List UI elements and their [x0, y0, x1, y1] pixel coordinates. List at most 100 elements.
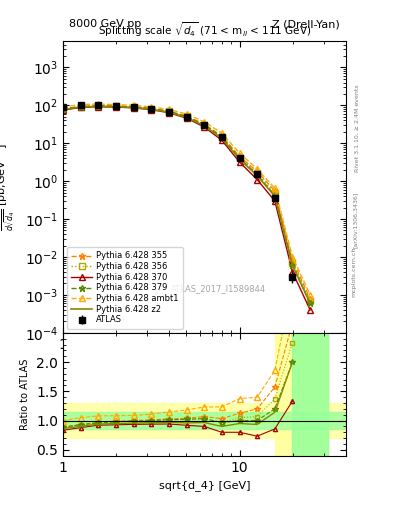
Pythia 6.428 356: [61, 106, 65, 112]
Pythia 6.428 379: [78, 103, 83, 110]
Pythia 6.428 355: [131, 103, 136, 110]
Pythia 6.428 355: [272, 188, 277, 194]
Pythia 6.428 355: [114, 103, 118, 109]
Pythia 6.428 z2: [149, 106, 154, 112]
Pythia 6.428 379: [290, 262, 295, 268]
Y-axis label: Ratio to ATLAS: Ratio to ATLAS: [20, 358, 31, 430]
Pythia 6.428 370: [237, 159, 242, 165]
Pythia 6.428 ambt1: [131, 102, 136, 109]
Pythia 6.428 379: [96, 103, 101, 109]
Pythia 6.428 z2: [255, 173, 259, 179]
Pythia 6.428 ambt1: [290, 254, 295, 260]
Pythia 6.428 ambt1: [272, 185, 277, 191]
Pythia 6.428 379: [149, 105, 154, 112]
Pythia 6.428 370: [219, 137, 224, 143]
Pythia 6.428 379: [219, 134, 224, 140]
Pythia 6.428 355: [61, 106, 65, 112]
Pythia 6.428 z2: [290, 262, 295, 268]
Pythia 6.428 355: [202, 121, 207, 127]
Pythia 6.428 z2: [237, 156, 242, 162]
Pythia 6.428 379: [184, 113, 189, 119]
Line: Pythia 6.428 z2: Pythia 6.428 z2: [63, 106, 310, 303]
Pythia 6.428 379: [131, 104, 136, 110]
Pythia 6.428 z2: [131, 104, 136, 111]
Pythia 6.428 356: [96, 103, 101, 109]
Line: Pythia 6.428 ambt1: Pythia 6.428 ambt1: [59, 101, 314, 298]
Pythia 6.428 379: [167, 109, 171, 115]
Bar: [63, 412, 346, 430]
Pythia 6.428 z2: [61, 106, 65, 113]
Pythia 6.428 356: [131, 104, 136, 110]
Pythia 6.428 356: [114, 103, 118, 109]
X-axis label: sqrt{d_4} [GeV]: sqrt{d_4} [GeV]: [159, 480, 250, 491]
Pythia 6.428 ambt1: [114, 101, 118, 108]
Pythia 6.428 ambt1: [308, 292, 312, 298]
Pythia 6.428 370: [184, 115, 189, 121]
Pythia 6.428 356: [308, 297, 312, 304]
Pythia 6.428 370: [202, 124, 207, 130]
Pythia 6.428 ambt1: [149, 104, 154, 110]
Text: 8000 GeV pp: 8000 GeV pp: [68, 19, 141, 29]
Pythia 6.428 370: [167, 110, 171, 116]
Pythia 6.428 z2: [167, 109, 171, 115]
Pythia 6.428 z2: [114, 103, 118, 110]
Pythia 6.428 379: [114, 103, 118, 109]
Line: Pythia 6.428 356: Pythia 6.428 356: [60, 103, 313, 304]
Pythia 6.428 355: [149, 105, 154, 112]
Pythia 6.428 z2: [202, 123, 207, 129]
Pythia 6.428 355: [237, 153, 242, 159]
Pythia 6.428 356: [272, 190, 277, 196]
Pythia 6.428 370: [308, 307, 312, 313]
Pythia 6.428 ambt1: [96, 101, 101, 107]
Pythia 6.428 356: [184, 113, 189, 119]
Pythia 6.428 356: [149, 105, 154, 112]
Pythia 6.428 z2: [219, 135, 224, 141]
Text: [arXiv:1306.3436]: [arXiv:1306.3436]: [353, 192, 358, 248]
Pythia 6.428 ambt1: [78, 101, 83, 108]
Legend: Pythia 6.428 355, Pythia 6.428 356, Pythia 6.428 370, Pythia 6.428 379, Pythia 6: Pythia 6.428 355, Pythia 6.428 356, Pyth…: [67, 247, 183, 329]
Pythia 6.428 356: [237, 155, 242, 161]
Pythia 6.428 z2: [272, 193, 277, 199]
Pythia 6.428 355: [219, 133, 224, 139]
Pythia 6.428 370: [61, 107, 65, 113]
Pythia 6.428 379: [61, 106, 65, 112]
Pythia 6.428 379: [202, 121, 207, 127]
Pythia 6.428 355: [255, 168, 259, 175]
Text: Rivet 3.1.10, ≥ 2.4M events: Rivet 3.1.10, ≥ 2.4M events: [355, 84, 360, 172]
Pythia 6.428 355: [290, 258, 295, 264]
Line: Pythia 6.428 355: Pythia 6.428 355: [59, 102, 314, 302]
Text: mcplots.cern.ch: mcplots.cern.ch: [351, 246, 356, 296]
Pythia 6.428 370: [114, 104, 118, 110]
Pythia 6.428 ambt1: [255, 166, 259, 172]
Pythia 6.428 355: [96, 103, 101, 109]
Pythia 6.428 ambt1: [202, 119, 207, 125]
Bar: [63, 403, 346, 438]
Pythia 6.428 355: [78, 103, 83, 110]
Pythia 6.428 355: [167, 108, 171, 114]
Y-axis label: $\frac{d\sigma}{d\sqrt{d_4}}$ [pb,GeV$^{-1}$]: $\frac{d\sigma}{d\sqrt{d_4}}$ [pb,GeV$^{…: [0, 143, 19, 231]
Text: Z (Drell-Yan): Z (Drell-Yan): [272, 19, 340, 29]
Pythia 6.428 ambt1: [184, 111, 189, 117]
Pythia 6.428 370: [78, 104, 83, 111]
Pythia 6.428 z2: [78, 104, 83, 110]
Pythia 6.428 370: [96, 103, 101, 110]
Pythia 6.428 ambt1: [167, 106, 171, 113]
Pythia 6.428 379: [308, 300, 312, 306]
Pythia 6.428 356: [78, 103, 83, 110]
Pythia 6.428 355: [184, 113, 189, 119]
Pythia 6.428 370: [149, 106, 154, 113]
Pythia 6.428 370: [131, 105, 136, 111]
Pythia 6.428 356: [290, 260, 295, 266]
Pythia 6.428 355: [308, 295, 312, 302]
Pythia 6.428 ambt1: [61, 104, 65, 110]
Pythia 6.428 356: [219, 134, 224, 140]
Line: Pythia 6.428 370: Pythia 6.428 370: [60, 104, 313, 313]
Text: ATLAS_2017_I1589844: ATLAS_2017_I1589844: [171, 285, 266, 293]
Pythia 6.428 356: [167, 109, 171, 115]
Pythia 6.428 z2: [184, 114, 189, 120]
Line: Pythia 6.428 379: Pythia 6.428 379: [59, 102, 314, 307]
Pythia 6.428 356: [255, 170, 259, 177]
Pythia 6.428 370: [290, 269, 295, 275]
Pythia 6.428 ambt1: [219, 130, 224, 136]
Pythia 6.428 ambt1: [237, 150, 242, 156]
